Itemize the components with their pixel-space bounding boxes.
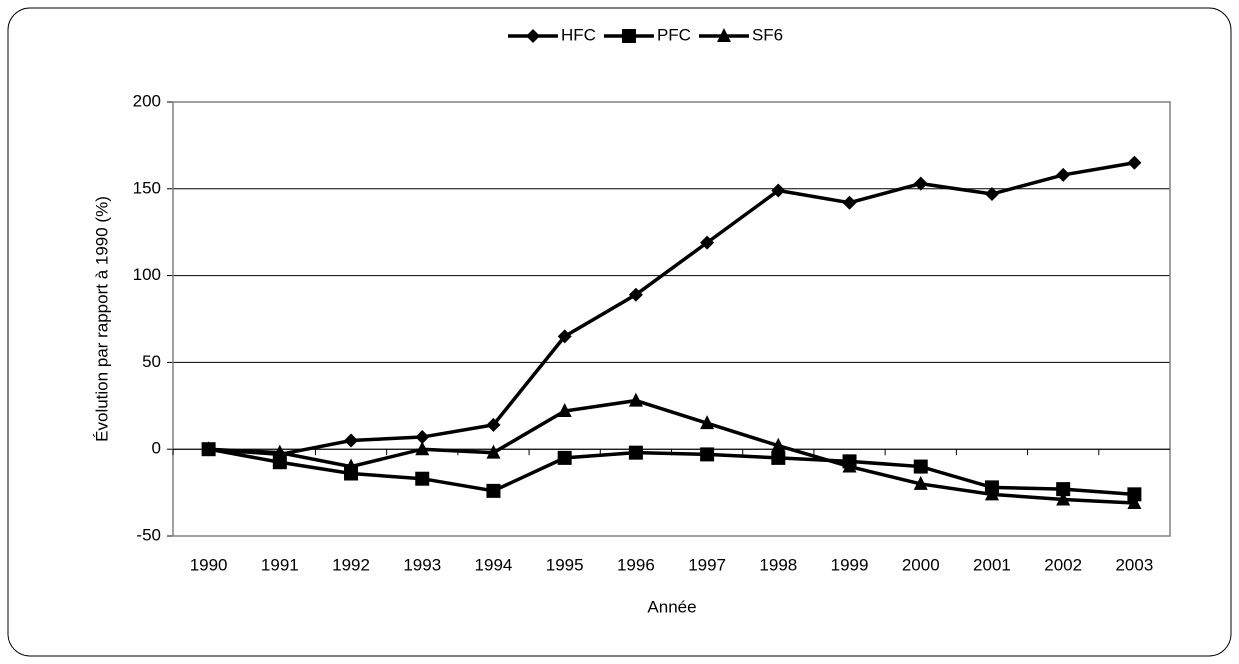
y-tick-label: 200 xyxy=(133,91,161,110)
x-tick-label: 1992 xyxy=(332,555,370,574)
data-point xyxy=(984,187,999,202)
x-tick-label: 1999 xyxy=(831,555,869,574)
data-point xyxy=(1127,495,1142,510)
data-point xyxy=(913,459,928,474)
data-point xyxy=(1056,167,1071,182)
y-tick-label: 50 xyxy=(142,352,161,371)
plot-border xyxy=(172,101,1171,537)
y-tick-label: 100 xyxy=(133,265,161,284)
data-point xyxy=(628,392,643,407)
data-point xyxy=(1056,491,1071,506)
data-point xyxy=(415,471,430,486)
data-point xyxy=(1056,482,1071,497)
legend-label: PFC xyxy=(657,25,691,44)
data-point xyxy=(842,195,857,210)
data-point xyxy=(771,437,786,452)
data-point xyxy=(486,444,501,459)
data-point xyxy=(984,486,999,501)
x-tick-label: 2000 xyxy=(902,555,940,574)
data-point xyxy=(344,458,359,473)
data-point xyxy=(415,441,430,456)
data-point xyxy=(628,445,643,460)
data-point xyxy=(700,447,715,462)
data-point xyxy=(486,417,501,432)
x-tick-label: 1993 xyxy=(403,555,441,574)
data-point xyxy=(486,483,501,498)
data-point xyxy=(557,450,572,465)
data-point xyxy=(272,444,287,459)
data-point xyxy=(272,455,287,470)
x-axis-label: Année xyxy=(647,597,696,616)
data-point xyxy=(1127,487,1142,502)
legend-label: HFC xyxy=(561,25,596,44)
data-point xyxy=(1127,155,1142,170)
y-tick-label: -50 xyxy=(136,525,161,544)
x-tick-label: 1995 xyxy=(546,555,584,574)
x-tick-label: 1997 xyxy=(688,555,726,574)
data-point xyxy=(771,450,786,465)
x-tick-label: 1991 xyxy=(261,555,299,574)
x-tick-label: 2003 xyxy=(1115,555,1153,574)
x-tick-label: 1996 xyxy=(617,555,655,574)
data-point xyxy=(344,433,359,448)
legend-marker xyxy=(621,29,636,43)
data-point xyxy=(557,403,572,418)
data-point xyxy=(628,287,643,302)
legend-marker xyxy=(526,29,540,43)
data-point xyxy=(415,430,430,445)
x-tick-label: 2001 xyxy=(973,555,1011,574)
data-point xyxy=(913,176,928,191)
data-point xyxy=(700,235,715,250)
data-point xyxy=(771,183,786,198)
data-point xyxy=(913,475,928,490)
x-tick-label: 1998 xyxy=(759,555,797,574)
data-point xyxy=(700,415,715,430)
x-tick-label: 1990 xyxy=(190,555,228,574)
y-axis-label: Évolution par rapport à 1990 (%) xyxy=(92,196,111,442)
x-tick-label: 2002 xyxy=(1044,555,1082,574)
series-line xyxy=(208,161,1135,457)
legend-marker xyxy=(716,28,731,42)
frame xyxy=(7,7,1232,657)
data-point xyxy=(557,329,572,344)
y-tick-label: 150 xyxy=(133,178,161,197)
series-line xyxy=(208,398,1135,505)
y-tick-label: 0 xyxy=(152,439,161,458)
series-line xyxy=(208,447,1135,497)
data-point xyxy=(842,458,857,473)
legend-label: SF6 xyxy=(752,25,783,44)
x-tick-label: 1994 xyxy=(475,555,513,574)
data-point xyxy=(201,441,216,456)
